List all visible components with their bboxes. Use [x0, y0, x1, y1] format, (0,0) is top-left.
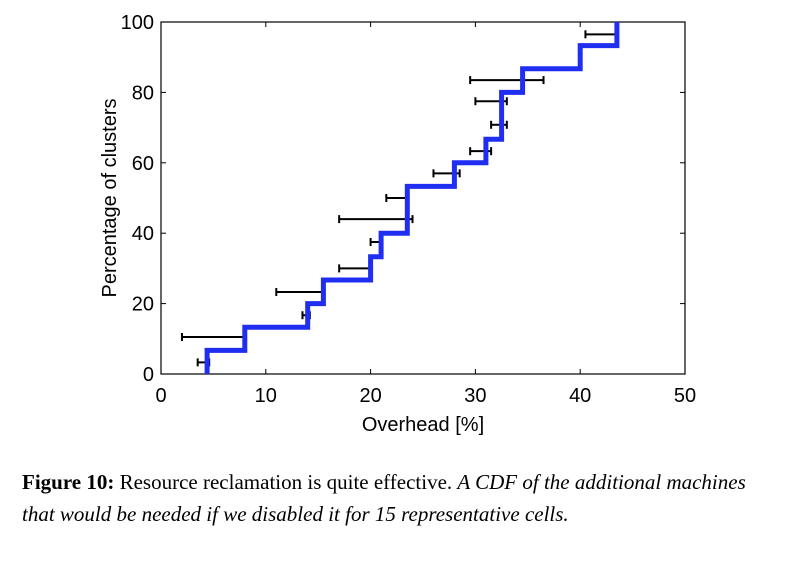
x-tick-label: 0 [155, 385, 166, 407]
y-axis-label: Percentage of clusters [99, 99, 121, 298]
cdf-step-line [204, 22, 620, 374]
error-bar [180, 333, 246, 342]
y-tick-labels: 0 20 40 60 80 100 [121, 12, 154, 386]
error-bar [338, 215, 414, 224]
y-tick-label: 60 [132, 153, 154, 175]
error-bars [180, 30, 618, 367]
x-tick-labels: 0 10 20 30 40 50 [155, 385, 696, 407]
error-bar [584, 30, 618, 39]
x-axis-label: Overhead [%] [362, 414, 484, 436]
y-tick-label: 20 [132, 294, 154, 316]
x-tick-label: 40 [569, 385, 591, 407]
x-tick-label: 20 [359, 385, 381, 407]
y-tick-label: 100 [121, 12, 154, 34]
y-tick-label: 80 [132, 82, 154, 104]
y-tick-label: 0 [143, 364, 154, 386]
x-tick-label: 50 [674, 385, 696, 407]
y-tick-label: 40 [132, 223, 154, 245]
caption-italic-text: A CDF of the additional machines that wo… [22, 470, 746, 526]
error-bar [385, 194, 409, 202]
axis-ticks [160, 21, 686, 375]
error-bar [490, 120, 508, 129]
error-bar [338, 264, 372, 273]
x-tick-label: 30 [464, 385, 486, 407]
caption-label: Figure 10: [22, 470, 115, 494]
figure-caption: Figure 10: Resource reclamation is quite… [22, 466, 774, 530]
plot-area-frame [160, 21, 686, 375]
error-bar [469, 76, 545, 85]
x-tick-label: 10 [255, 385, 277, 407]
caption-text: Resource reclamation is quite effective. [114, 470, 458, 494]
error-bar [275, 287, 325, 296]
